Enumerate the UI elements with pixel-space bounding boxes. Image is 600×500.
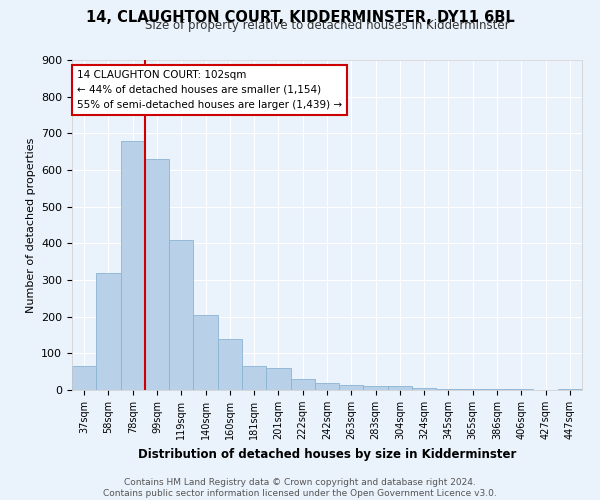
Bar — [96, 272, 121, 390]
Text: Contains HM Land Registry data © Crown copyright and database right 2024.
Contai: Contains HM Land Registry data © Crown c… — [103, 478, 497, 498]
Bar — [461, 389, 485, 390]
Bar — [364, 386, 388, 390]
Bar — [290, 379, 315, 390]
X-axis label: Distribution of detached houses by size in Kidderminster: Distribution of detached houses by size … — [138, 448, 516, 460]
Bar — [436, 389, 461, 390]
Bar — [266, 368, 290, 390]
Bar — [412, 388, 436, 390]
Bar — [72, 366, 96, 390]
Y-axis label: Number of detached properties: Number of detached properties — [26, 138, 35, 312]
Text: 14 CLAUGHTON COURT: 102sqm
← 44% of detached houses are smaller (1,154)
55% of s: 14 CLAUGHTON COURT: 102sqm ← 44% of deta… — [77, 70, 342, 110]
Bar — [218, 338, 242, 390]
Bar — [388, 386, 412, 390]
Bar — [193, 315, 218, 390]
Bar — [145, 159, 169, 390]
Bar — [558, 389, 582, 390]
Title: Size of property relative to detached houses in Kidderminster: Size of property relative to detached ho… — [145, 20, 509, 32]
Bar — [242, 366, 266, 390]
Bar — [339, 384, 364, 390]
Bar — [169, 240, 193, 390]
Bar — [121, 140, 145, 390]
Text: 14, CLAUGHTON COURT, KIDDERMINSTER, DY11 6BL: 14, CLAUGHTON COURT, KIDDERMINSTER, DY11… — [86, 10, 514, 25]
Bar — [315, 382, 339, 390]
